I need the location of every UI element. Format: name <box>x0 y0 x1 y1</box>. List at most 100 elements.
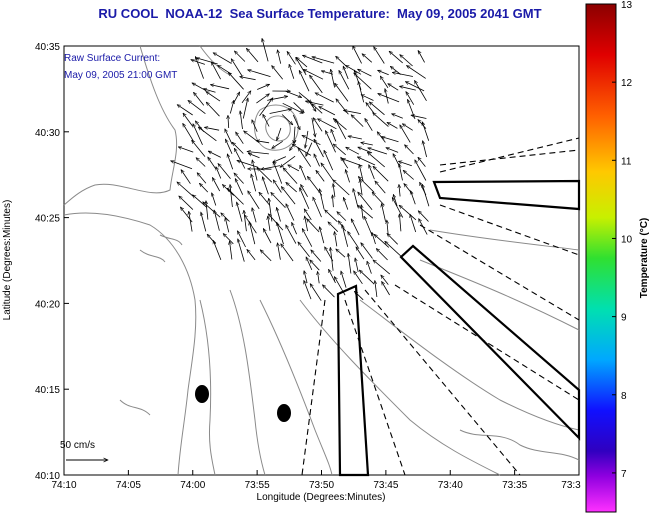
current-vector <box>262 38 269 62</box>
current-vector <box>414 160 427 181</box>
current-vector <box>331 129 337 142</box>
current-vector <box>236 132 244 144</box>
current-vector <box>292 114 301 130</box>
current-vector <box>272 66 284 80</box>
current-vector <box>321 163 334 181</box>
current-vector <box>277 50 282 64</box>
current-vector <box>299 165 307 181</box>
current-vector <box>256 94 269 104</box>
current-vector <box>227 154 234 170</box>
current-vector <box>376 249 388 261</box>
y-tick-label: 40:35 <box>35 42 60 53</box>
colorbar-tick-label: 7 <box>621 469 627 480</box>
current-vector <box>234 179 244 195</box>
current-vector <box>323 150 334 171</box>
current-vector <box>343 66 349 80</box>
current-vector <box>357 205 374 219</box>
x-tick-label: 74:10 <box>51 480 76 491</box>
current-vector <box>385 241 402 257</box>
current-vector <box>206 102 220 117</box>
current-vector <box>348 136 362 140</box>
current-vector <box>261 165 281 170</box>
current-vector <box>300 185 308 197</box>
current-vector <box>305 142 313 157</box>
current-vector <box>350 219 360 236</box>
colorbar-tick-label: 11 <box>621 156 632 167</box>
current-vector <box>213 240 222 261</box>
current-vector <box>405 145 414 155</box>
current-vector <box>269 109 292 114</box>
current-vector <box>318 118 337 130</box>
current-vector <box>389 51 403 64</box>
y-axis-label: Latitude (Degrees:Minutes) <box>2 200 13 321</box>
current-vector <box>343 110 361 114</box>
current-vector <box>312 197 322 218</box>
current-vector <box>302 134 321 146</box>
current-vector <box>345 170 350 183</box>
current-vector <box>196 158 206 167</box>
current-vector <box>238 239 245 262</box>
current-vector <box>192 140 206 157</box>
current-vector <box>225 218 230 233</box>
current-vector <box>287 51 296 65</box>
current-vector <box>272 140 283 148</box>
current-vector <box>362 54 373 63</box>
current-vector <box>348 253 352 274</box>
current-vector <box>318 271 320 284</box>
current-vector <box>336 56 347 67</box>
x-tick-label: 74:05 <box>116 480 141 491</box>
current-vector <box>333 180 350 196</box>
current-vector <box>195 57 204 79</box>
current-vector <box>201 212 207 232</box>
radar-site-marker <box>277 404 291 422</box>
current-vector <box>400 86 416 91</box>
current-vector <box>338 70 350 90</box>
current-vector <box>179 196 194 210</box>
current-vector <box>330 247 334 271</box>
current-vector <box>304 209 312 221</box>
annotation-line-2: May 09, 2005 21:00 GMT <box>64 70 178 81</box>
current-vector <box>273 162 283 184</box>
current-vector <box>399 214 401 232</box>
current-vector <box>248 153 260 159</box>
current-vector <box>298 70 310 92</box>
x-tick-label: 73:3 <box>561 480 581 491</box>
colorbar-tick-label: 8 <box>621 391 627 402</box>
current-vector <box>316 170 325 182</box>
current-vector <box>192 124 203 145</box>
current-vector <box>181 170 191 184</box>
y-axis: 40:35 40:30 40:25 40:20 40:15 40:10 <box>35 42 69 482</box>
current-vector <box>351 115 364 127</box>
current-vector <box>240 111 243 130</box>
x-tick-label: 74:00 <box>180 480 205 491</box>
current-vector <box>360 179 363 196</box>
current-vector <box>369 165 375 180</box>
current-vector <box>294 126 295 144</box>
current-vector <box>313 139 324 158</box>
current-vector <box>418 211 429 222</box>
current-vector <box>418 157 426 167</box>
current-vector <box>358 192 373 211</box>
current-vector <box>400 125 411 143</box>
current-vector <box>320 227 325 244</box>
current-vector <box>319 106 336 116</box>
current-vector <box>399 184 400 197</box>
current-vector <box>375 181 386 194</box>
current-vector <box>373 166 389 182</box>
current-vector <box>310 284 322 301</box>
current-vector <box>183 123 195 142</box>
current-vector <box>240 77 256 81</box>
current-vector <box>346 146 360 155</box>
current-vector <box>399 205 417 221</box>
current-vector <box>305 216 308 232</box>
current-vector <box>346 65 362 75</box>
current-vector <box>218 164 231 179</box>
current-vector <box>183 113 194 127</box>
current-vector <box>363 216 373 236</box>
current-vector <box>273 180 282 193</box>
current-vector <box>177 105 193 116</box>
current-vector <box>422 122 430 141</box>
current-vector <box>303 69 324 80</box>
current-vector <box>367 152 385 168</box>
